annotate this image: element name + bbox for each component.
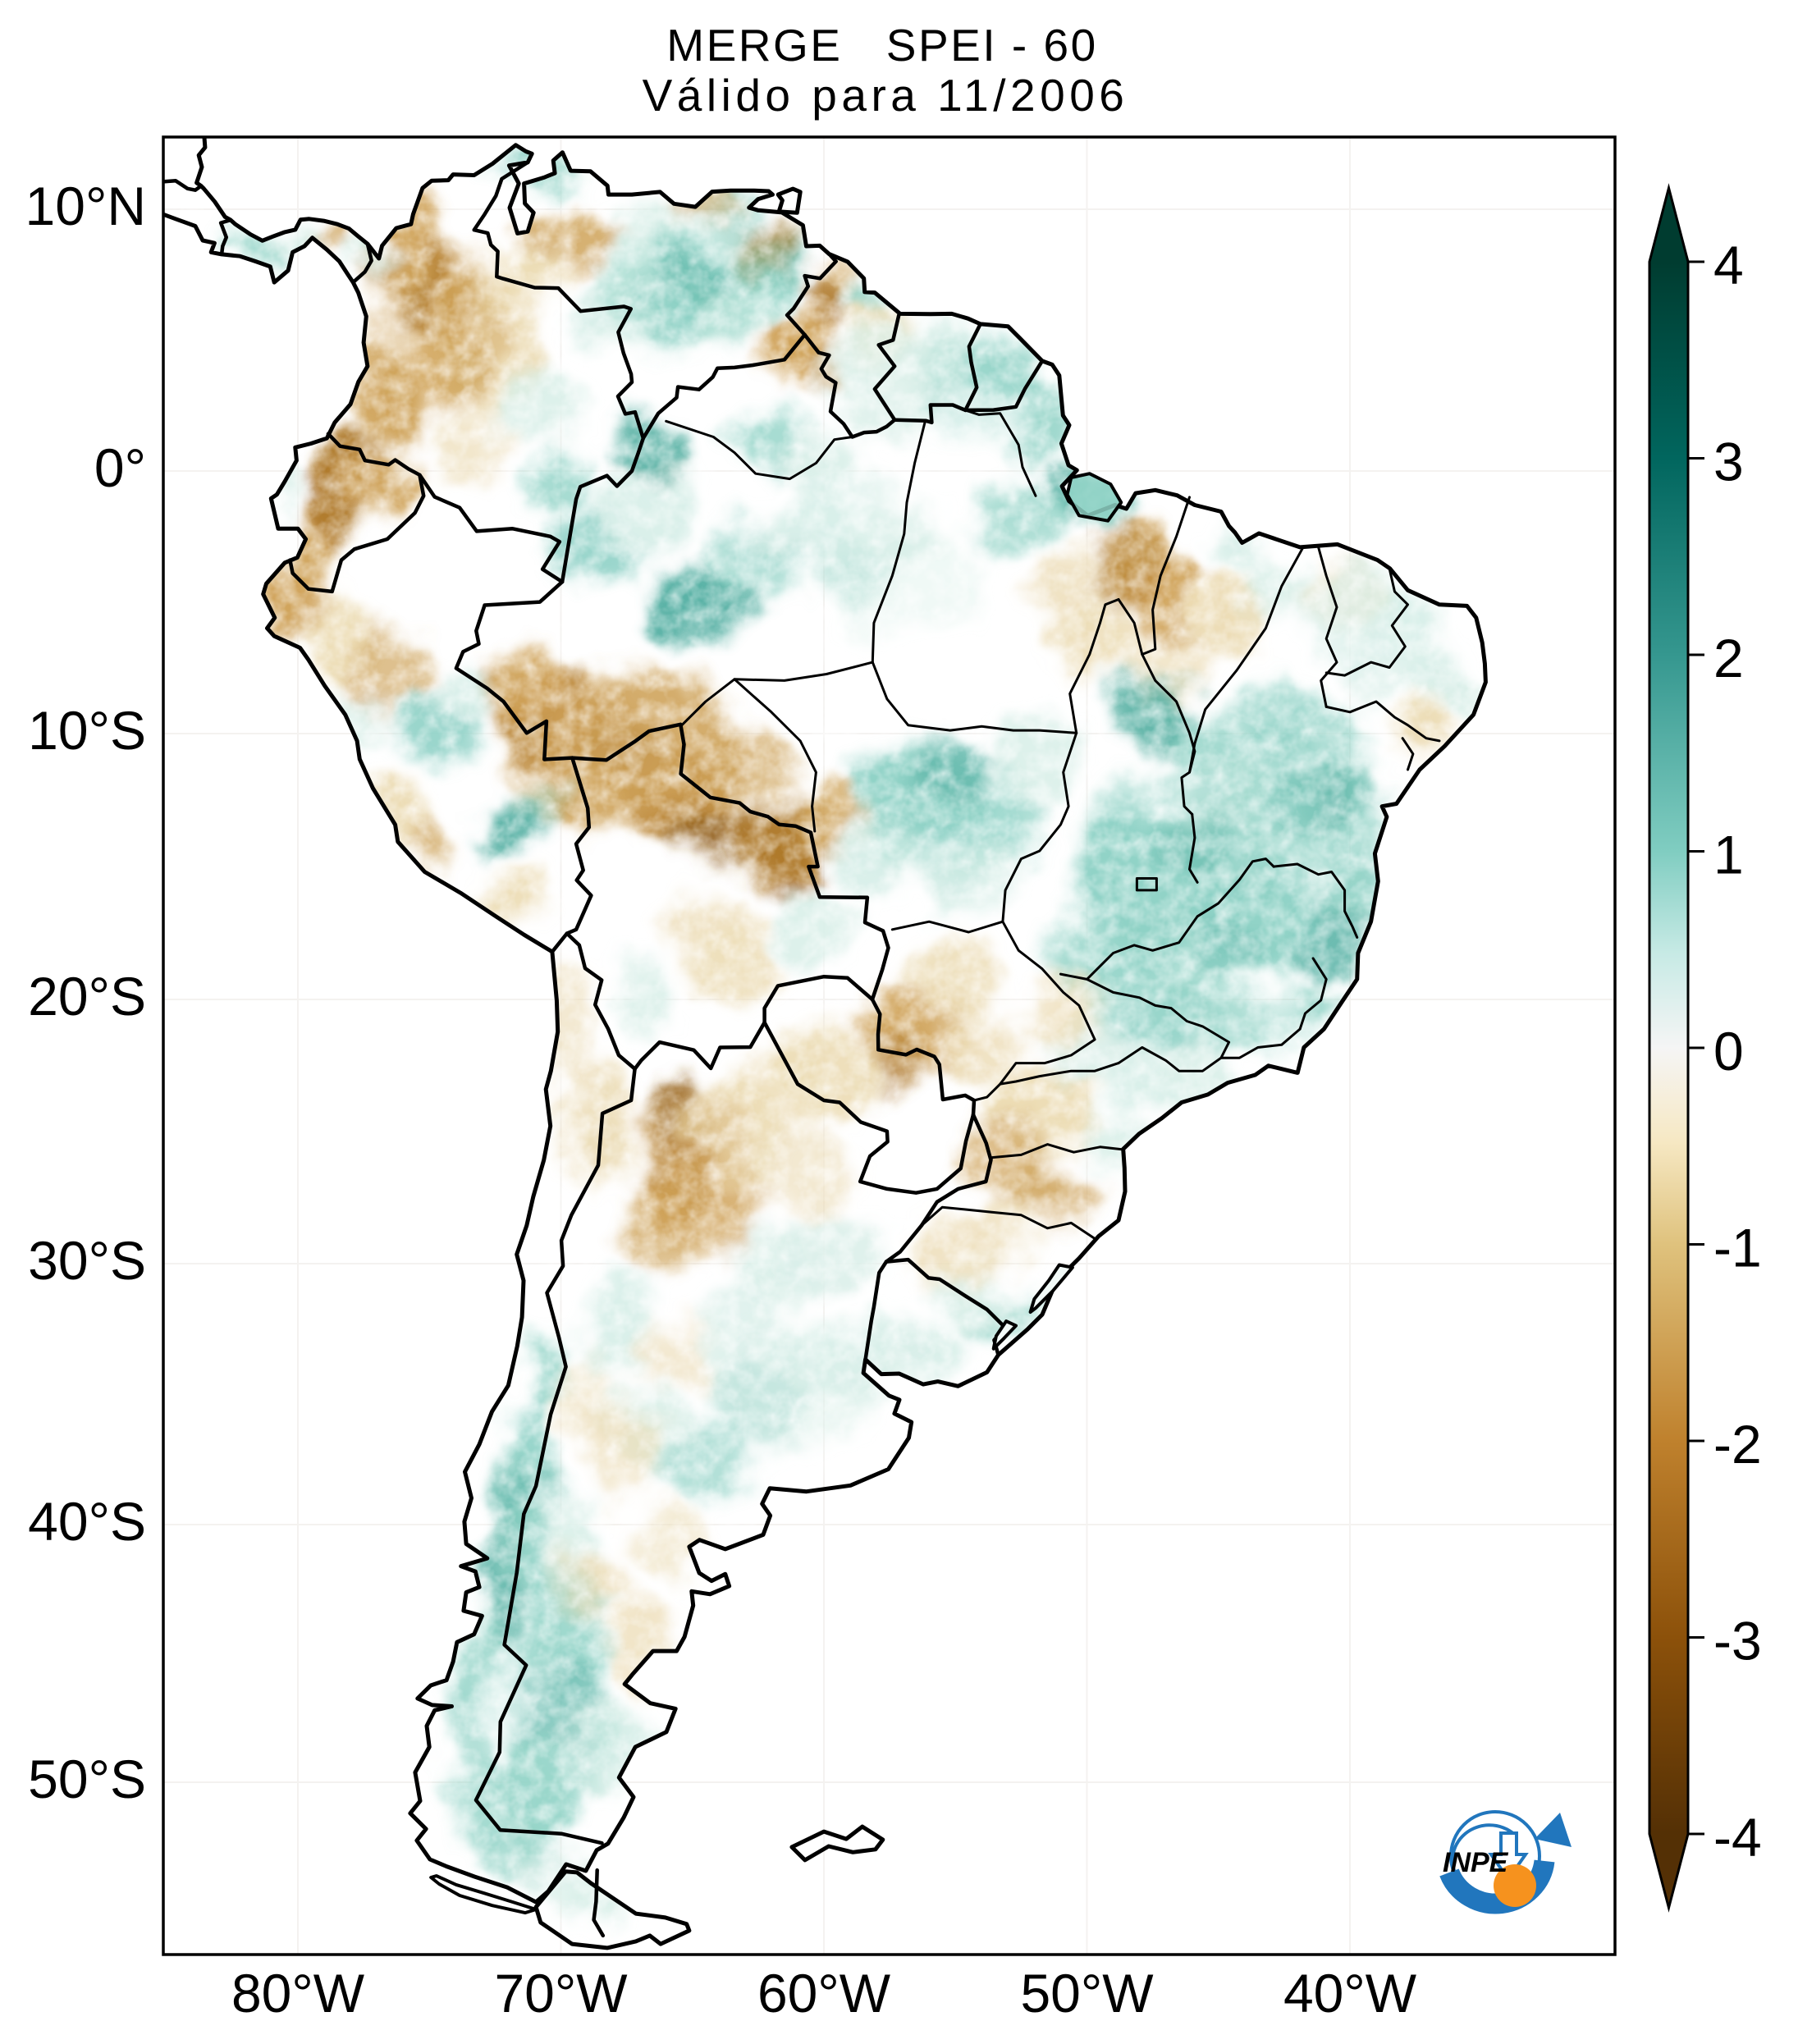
svg-text:50°S: 50°S <box>28 1749 146 1809</box>
svg-text:4: 4 <box>1713 235 1744 295</box>
svg-text:-1: -1 <box>1713 1218 1762 1278</box>
svg-text:MERGE SPEI - 60: MERGE SPEI - 60 <box>666 20 1097 71</box>
svg-text:30°S: 30°S <box>28 1230 146 1291</box>
svg-text:Válido para 11/2006: Válido para 11/2006 <box>643 70 1129 121</box>
svg-text:40°W: 40°W <box>1283 1963 1417 2023</box>
svg-text:50°W: 50°W <box>1020 1963 1154 2023</box>
svg-text:2: 2 <box>1713 628 1744 688</box>
svg-text:40°S: 40°S <box>28 1491 146 1552</box>
svg-text:INPE: INPE <box>1443 1847 1509 1878</box>
svg-text:1: 1 <box>1713 825 1744 885</box>
svg-text:3: 3 <box>1713 432 1744 492</box>
svg-text:0°: 0° <box>94 437 146 498</box>
svg-text:0: 0 <box>1713 1021 1744 1081</box>
svg-text:-4: -4 <box>1713 1807 1762 1868</box>
svg-text:60°W: 60°W <box>757 1963 891 2023</box>
svg-text:80°W: 80°W <box>231 1963 365 2023</box>
svg-text:10°N: 10°N <box>25 176 146 236</box>
svg-text:70°W: 70°W <box>494 1963 628 2023</box>
svg-text:-3: -3 <box>1713 1611 1762 1671</box>
svg-text:10°S: 10°S <box>28 700 146 761</box>
svg-text:-2: -2 <box>1713 1414 1762 1475</box>
svg-text:20°S: 20°S <box>28 966 146 1027</box>
